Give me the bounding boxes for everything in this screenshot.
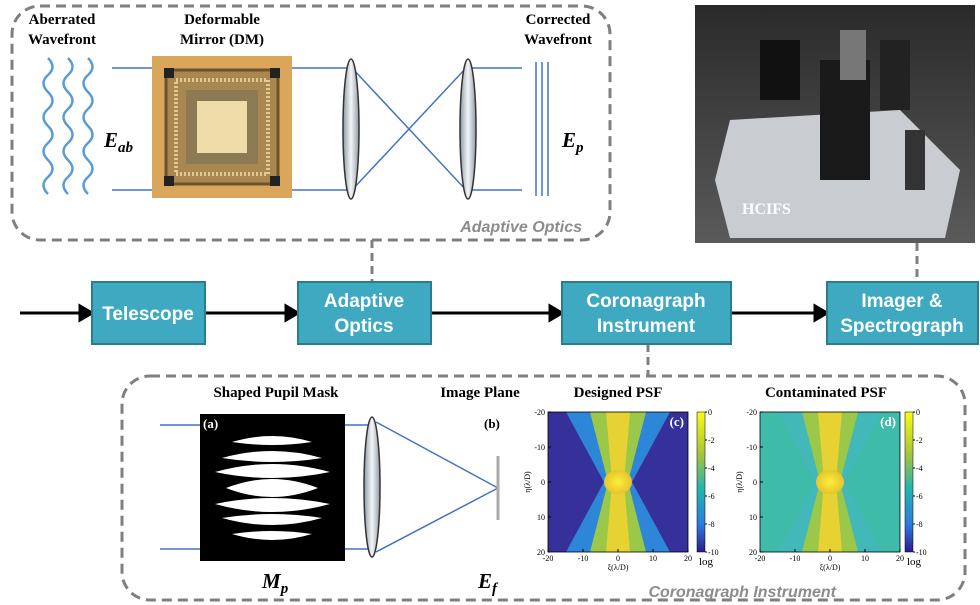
colorbar-tick-label: -8: [916, 520, 923, 529]
tag: (c): [670, 414, 684, 429]
label: Aberrated: [29, 12, 96, 28]
y-tick-label: 10: [537, 513, 545, 522]
colorbar: [904, 411, 914, 553]
y-tick-label: 0: [541, 478, 545, 487]
math-label: Ep: [561, 128, 584, 156]
colorbar-label: log: [907, 556, 922, 568]
label: Designed PSF: [574, 385, 663, 401]
label: Mirror (DM): [180, 32, 264, 48]
pipeline: Telescope Adaptive Optics Coronagraph In…: [91, 281, 979, 345]
connector: [370, 240, 919, 375]
block-label: Coronagraph: [586, 291, 705, 312]
colorbar-tick-label: -8: [708, 520, 715, 529]
label: Shaped Pupil Mask: [213, 385, 339, 401]
x-axis-label: ξ(λ/D): [608, 563, 629, 572]
colorbar-tick-label: 0: [916, 408, 920, 417]
block-label: Instrument: [597, 316, 696, 337]
psf-core: [604, 470, 632, 494]
colorbar-label: log: [699, 556, 714, 568]
x-tick-label: 10: [861, 554, 869, 563]
colorbar-tick-label: -2: [916, 436, 923, 445]
colorbar-tick-label: -10: [708, 548, 719, 557]
label: Wavefront: [28, 32, 96, 48]
y-tick-label: 0: [753, 478, 757, 487]
x-axis-label: ξ(λ/D): [820, 563, 841, 572]
colorbar-tick-label: -6: [708, 492, 715, 501]
psf-core: [816, 470, 844, 494]
colorbar: [696, 411, 706, 553]
colorbar-tick-label: -2: [708, 436, 715, 445]
coronagraph-panel: [120, 374, 967, 602]
x-tick-label: 20: [684, 554, 692, 563]
lens: [342, 58, 360, 200]
label: Wavefront: [524, 32, 592, 48]
label: Image Plane: [440, 385, 520, 401]
math-label: Mp: [261, 569, 289, 597]
x-tick-label: -10: [578, 554, 589, 563]
y-tick-label: 20: [749, 548, 757, 557]
block-label: Adaptive: [324, 291, 404, 312]
beam: [160, 421, 499, 553]
beam: [112, 62, 549, 196]
photo: HCIFS: [695, 5, 975, 243]
lens: [363, 416, 381, 558]
photo-label: HCIFS: [742, 201, 791, 218]
colorbar-tick-label: -4: [708, 464, 715, 473]
deformable-mirror: [152, 56, 292, 198]
block: [561, 281, 732, 345]
tag: (d): [880, 414, 896, 429]
y-axis-label: η(λ/D): [735, 471, 744, 493]
x-tick-label: 0: [616, 554, 620, 563]
tag: (b): [484, 416, 500, 431]
colorbar-tick-label: -4: [916, 464, 923, 473]
block-label: Telescope: [102, 304, 194, 325]
block: [297, 281, 432, 345]
y-tick-label: 10: [749, 513, 757, 522]
tag: (a): [203, 416, 218, 431]
y-tick-label: -10: [746, 443, 757, 452]
block-label: Optics: [334, 316, 393, 337]
wavefront-aberrated: [42, 57, 94, 195]
block-label: Imager &: [861, 291, 943, 312]
arrows: [20, 303, 830, 323]
panel-label: Adaptive Optics: [459, 219, 582, 236]
ao-panel: [10, 4, 612, 242]
x-tick-label: -10: [790, 554, 801, 563]
y-axis-label: η(λ/D): [523, 471, 532, 493]
block: [91, 281, 206, 345]
y-tick-label: 20: [537, 548, 545, 557]
colorbar-tick-label: 0: [708, 408, 712, 417]
label: Deformable: [184, 12, 260, 28]
colorbar-tick-label: -6: [916, 492, 923, 501]
x-tick-label: -20: [543, 554, 554, 563]
math-label: Ef: [477, 569, 499, 597]
y-tick-label: -10: [534, 443, 545, 452]
y-tick-label: -20: [534, 408, 545, 417]
label: Corrected: [526, 12, 591, 28]
psf-plot: -20 -10 0 10 20-20-1001020ξ(λ/D)η(λ/D)(d)0-2…: [735, 408, 927, 572]
block-label: Spectrograph: [840, 316, 964, 337]
colorbar-tick-label: -10: [916, 548, 927, 557]
pupil-mask: [200, 414, 345, 561]
x-tick-label: 0: [828, 554, 832, 563]
x-tick-label: 10: [649, 554, 657, 563]
psf-plot: -20 -10 0 10 20-20-1001020ξ(λ/D)η(λ/D)(c)0-2…: [523, 408, 719, 572]
x-tick-label: 20: [896, 554, 904, 563]
math-label: Eab: [103, 128, 134, 156]
label: Contaminated PSF: [765, 385, 887, 401]
y-tick-label: -20: [746, 408, 757, 417]
panel-label: Coronagraph Instrument: [648, 584, 836, 601]
lens: [459, 58, 477, 200]
x-tick-label: -20: [755, 554, 766, 563]
block: [826, 281, 979, 345]
